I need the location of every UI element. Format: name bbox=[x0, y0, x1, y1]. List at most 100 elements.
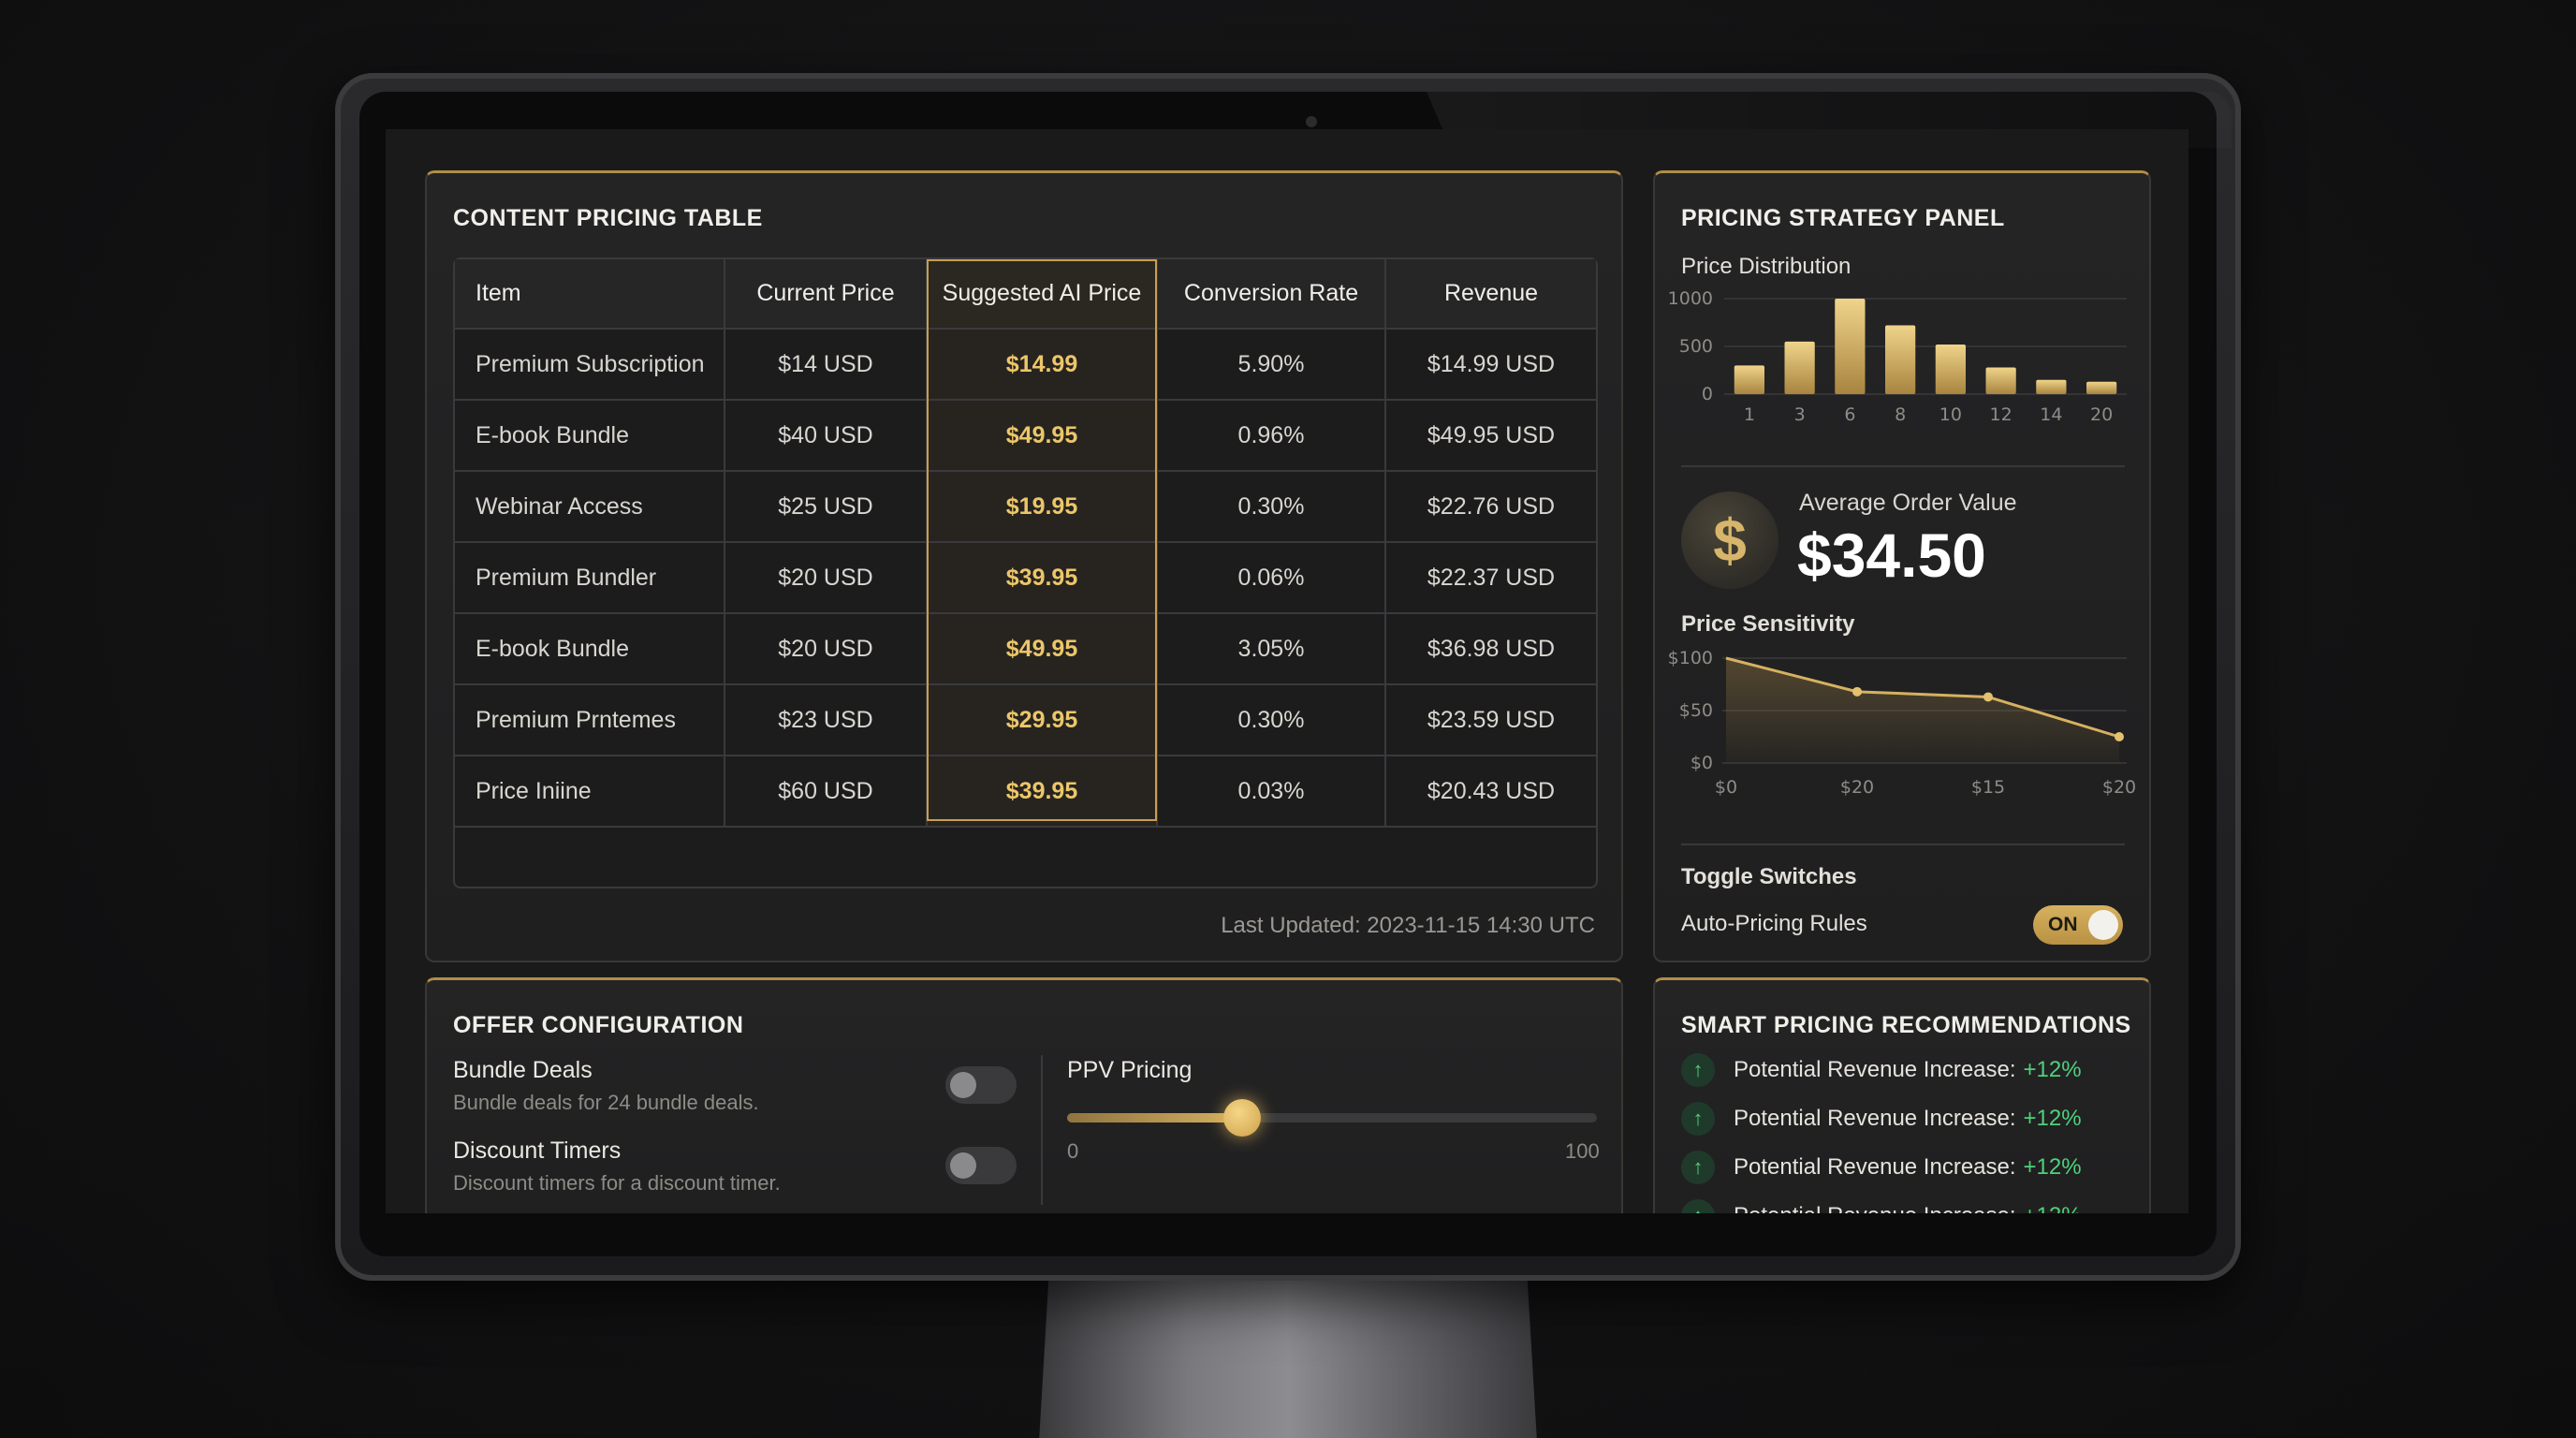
cell-revenue: $49.95 USD bbox=[1385, 400, 1596, 472]
cell-revenue: $22.37 USD bbox=[1385, 542, 1596, 614]
table-row[interactable]: Webinar Access $25 USD $19.95 0.30% $22.… bbox=[455, 471, 1596, 543]
cell-conversion-rate: 0.03% bbox=[1157, 756, 1386, 828]
bar bbox=[1935, 344, 1966, 394]
recommendation-percent: +12% bbox=[2023, 1057, 2082, 1082]
x-tick-label: 8 bbox=[1895, 404, 1906, 425]
cell-revenue: $23.59 USD bbox=[1385, 684, 1596, 756]
ppv-pricing-slider[interactable] bbox=[1067, 1099, 1597, 1137]
cell-current-price: $40 USD bbox=[724, 400, 928, 472]
table-row[interactable]: Price Iniine $60 USD $39.95 0.03% $20.43… bbox=[455, 756, 1596, 828]
cell-item: Webinar Access bbox=[455, 471, 725, 543]
camera-icon bbox=[1306, 116, 1317, 127]
auto-pricing-toggle[interactable]: ON bbox=[2033, 905, 2123, 945]
x-tick-label: 6 bbox=[1844, 404, 1855, 425]
y-tick-label: 0 bbox=[1702, 384, 1713, 404]
cell-revenue: $36.98 USD bbox=[1385, 613, 1596, 685]
y-tick-label: $0 bbox=[1690, 753, 1713, 773]
bar bbox=[1835, 299, 1866, 394]
bundle-deals-toggle[interactable] bbox=[945, 1066, 1017, 1104]
cell-revenue: $20.43 USD bbox=[1385, 756, 1596, 828]
arrow-up-icon: ↑ bbox=[1681, 1102, 1715, 1136]
recommendation-text: Potential Revenue Increase: bbox=[1734, 1106, 2016, 1131]
cell-suggested-ai-price: $49.95 bbox=[927, 613, 1158, 685]
cell-suggested-ai-price: $19.95 bbox=[927, 471, 1158, 543]
dashboard-screen: CONTENT PRICING TABLE Item Current Price… bbox=[386, 129, 2188, 1213]
recommendation-percent: +12% bbox=[2023, 1106, 2082, 1131]
x-tick-label: $15 bbox=[1971, 777, 2005, 798]
cell-conversion-rate: 3.05% bbox=[1157, 613, 1386, 685]
cell-current-price: $20 USD bbox=[724, 542, 928, 614]
x-tick-label: 20 bbox=[2090, 404, 2113, 425]
price-distribution-chart: 1000 500 0 1 3 6 8 10 12 14 20 bbox=[1668, 288, 2127, 425]
x-tick-label: 14 bbox=[2040, 404, 2062, 425]
pricing-table-panel: CONTENT PRICING TABLE Item Current Price… bbox=[425, 170, 1623, 962]
offer-configuration-title: OFFER CONFIGURATION bbox=[453, 1012, 744, 1038]
toggle-knob bbox=[950, 1072, 976, 1098]
aov-value: $34.50 bbox=[1797, 521, 1986, 590]
price-sensitivity-label: Price Sensitivity bbox=[1681, 611, 1855, 637]
recommendations-title: SMART PRICING RECOMMENDATIONS bbox=[1681, 1012, 2131, 1038]
cell-suggested-ai-price: $39.95 bbox=[927, 542, 1158, 614]
table-row[interactable]: Premium Subscription $14 USD $14.99 5.90… bbox=[455, 329, 1596, 401]
cell-item: Premium Subscription bbox=[455, 329, 725, 401]
auto-pricing-label: Auto-Pricing Rules bbox=[1681, 911, 1867, 936]
cell-item: E-book Bundle bbox=[455, 400, 725, 472]
cell-current-price: $23 USD bbox=[724, 684, 928, 756]
table-header-row: Item Current Price Suggested AI Price Co… bbox=[455, 259, 1596, 330]
bar bbox=[1985, 367, 2016, 394]
cell-suggested-ai-price: $29.95 bbox=[927, 684, 1158, 756]
recommendation-item[interactable]: ↑ Potential Revenue Increase: +12% bbox=[1681, 1051, 2082, 1089]
discount-timers-toggle[interactable] bbox=[945, 1147, 1017, 1184]
table-row[interactable]: Premium Bundler $20 USD $39.95 0.06% $22… bbox=[455, 542, 1596, 614]
recommendation-text: Potential Revenue Increase: bbox=[1734, 1203, 2016, 1213]
data-point bbox=[2115, 732, 2124, 741]
cell-item: Price Iniine bbox=[455, 756, 725, 828]
table-row[interactable]: E-book Bundle $20 USD $49.95 3.05% $36.9… bbox=[455, 613, 1596, 685]
bar bbox=[1885, 325, 1916, 394]
bundle-deals-description: Bundle deals for 24 bundle deals. bbox=[453, 1091, 759, 1114]
column-header-current-price[interactable]: Current Price bbox=[724, 259, 928, 330]
price-distribution-label: Price Distribution bbox=[1681, 254, 1852, 279]
x-tick-label: $20 bbox=[2102, 777, 2136, 798]
column-header-item[interactable]: Item bbox=[455, 259, 725, 330]
recommendation-item[interactable]: ↑ Potential Revenue Increase: +12% bbox=[1681, 1100, 2082, 1137]
cell-item: E-book Bundle bbox=[455, 613, 725, 685]
x-tick-label: $20 bbox=[1840, 777, 1874, 798]
cell-current-price: $25 USD bbox=[724, 471, 928, 543]
auto-pricing-toggle-state: ON bbox=[2048, 914, 2078, 935]
cell-revenue: $14.99 USD bbox=[1385, 329, 1596, 401]
arrow-up-icon: ↑ bbox=[1681, 1199, 1715, 1213]
x-tick-label: 3 bbox=[1794, 404, 1806, 425]
toggle-switches-label: Toggle Switches bbox=[1681, 864, 1857, 889]
cell-item: Premium Bundler bbox=[455, 542, 725, 614]
bundle-deals-title: Bundle Deals bbox=[453, 1057, 593, 1083]
slider-handle[interactable] bbox=[1222, 1099, 1261, 1137]
x-tick-label: 12 bbox=[1990, 404, 2012, 425]
x-tick-label: 10 bbox=[1939, 404, 1962, 425]
cell-conversion-rate: 0.30% bbox=[1157, 684, 1386, 756]
bar bbox=[1784, 341, 1815, 394]
bar bbox=[2086, 381, 2117, 394]
data-point bbox=[1983, 692, 1993, 702]
cell-conversion-rate: 0.06% bbox=[1157, 542, 1386, 614]
toggle-knob bbox=[2088, 910, 2118, 940]
column-header-suggested-ai-price[interactable]: Suggested AI Price bbox=[927, 259, 1158, 330]
ppv-min-label: 0 bbox=[1067, 1139, 1079, 1163]
pricing-strategy-title: PRICING STRATEGY PANEL bbox=[1681, 205, 2005, 231]
last-updated-text: Last Updated: 2023-11-15 14:30 UTC bbox=[1221, 913, 1595, 938]
cell-conversion-rate: 5.90% bbox=[1157, 329, 1386, 401]
cell-current-price: $60 USD bbox=[724, 756, 928, 828]
column-header-conversion-rate[interactable]: Conversion Rate bbox=[1157, 259, 1386, 330]
pricing-strategy-panel: PRICING STRATEGY PANEL Price Distributio… bbox=[1653, 170, 2151, 962]
recommendation-item[interactable]: ↑ Potential Revenue Increase: +12% bbox=[1681, 1149, 2082, 1186]
divider bbox=[1681, 465, 2125, 467]
cell-suggested-ai-price: $49.95 bbox=[927, 400, 1158, 472]
column-header-revenue[interactable]: Revenue bbox=[1385, 259, 1596, 330]
y-tick-label: $50 bbox=[1679, 700, 1713, 721]
arrow-up-icon: ↑ bbox=[1681, 1151, 1715, 1184]
y-tick-label: $100 bbox=[1668, 648, 1713, 668]
cell-current-price: $20 USD bbox=[724, 613, 928, 685]
table-row[interactable]: E-book Bundle $40 USD $49.95 0.96% $49.9… bbox=[455, 400, 1596, 472]
table-row[interactable]: Premium Prntemes $23 USD $29.95 0.30% $2… bbox=[455, 684, 1596, 756]
recommendation-item[interactable]: ↑ Potential Revenue Increase: +12% bbox=[1681, 1197, 2082, 1213]
